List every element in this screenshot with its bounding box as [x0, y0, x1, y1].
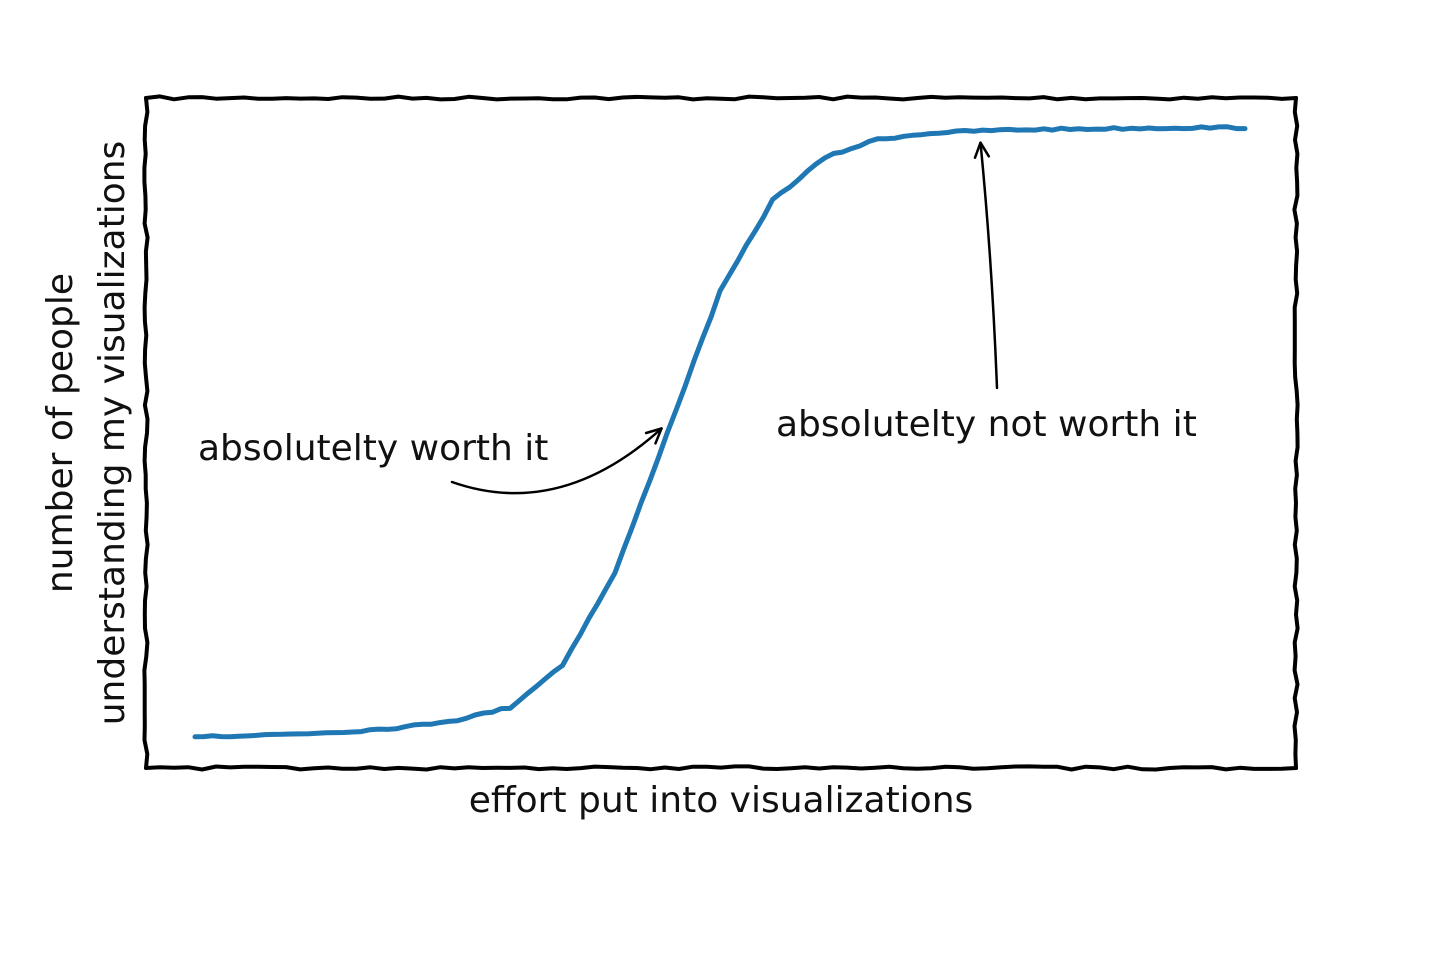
annotation-arrow-0	[450, 427, 663, 495]
annotation-0: absolutelty worth it	[198, 427, 663, 495]
x-axis-label: effort put into visualizations	[469, 780, 974, 821]
series-line-0	[192, 124, 1248, 740]
annotation-layer: absolutelty worth it absolutelty not wort…	[198, 141, 1197, 495]
annotation-arrowhead-1	[973, 141, 991, 159]
frame-right	[1292, 96, 1300, 770]
y-axis-label-line-1: number of people	[40, 273, 81, 593]
y-axis-label-line-2: understanding my visualizations	[92, 141, 133, 726]
plot-frame	[142, 94, 1300, 772]
frame-bottom	[144, 764, 1298, 772]
annotation-1: absolutelty not worth it	[776, 141, 1197, 445]
frame-top	[144, 94, 1298, 102]
annotation-arrowhead-0	[644, 427, 663, 445]
annotation-arrow-1	[979, 141, 999, 390]
annotation-label-0: absolutelty worth it	[198, 428, 548, 469]
frame-left	[142, 96, 150, 770]
y-axis-label: number of people understanding my visual…	[40, 141, 133, 726]
series-layer	[192, 124, 1248, 740]
annotation-label-1: absolutelty not worth it	[776, 404, 1197, 445]
